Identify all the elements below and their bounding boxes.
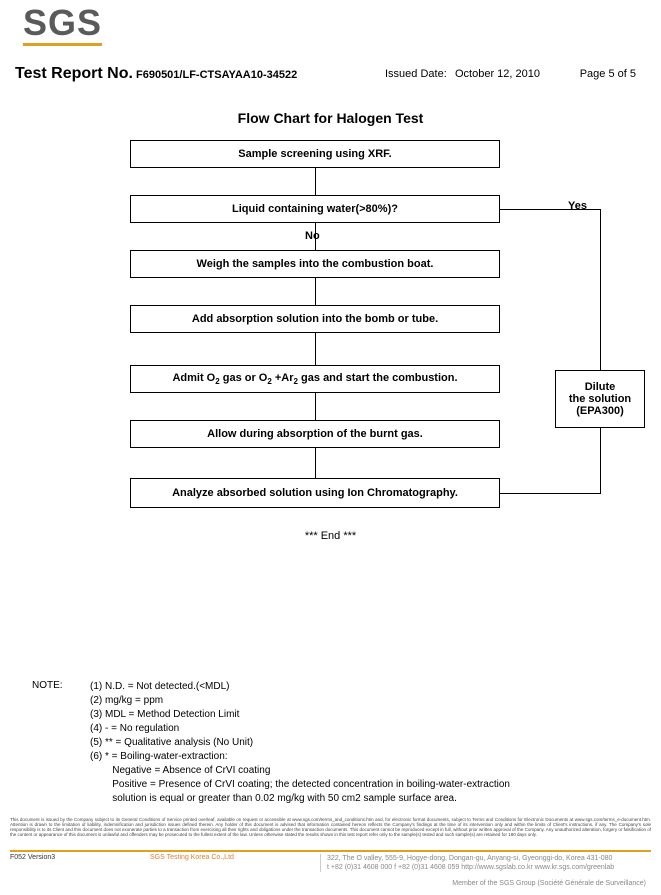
node-analyze: Analyze absorbed solution using Ion Chro… [130, 478, 500, 508]
note-line: (1) N.D. = Not detected.(<MDL) [90, 680, 641, 694]
connector-yes-v1 [600, 209, 601, 370]
notes-block: (1) N.D. = Not detected.(<MDL)(2) mg/kg … [32, 680, 641, 806]
note-line: (2) mg/kg = ppm [90, 694, 641, 708]
footer: F052 Version3 SGS Testing Korea Co.,Ltd … [10, 850, 651, 872]
connector-yes-v2 [600, 428, 601, 494]
footer-address: 322, The O valley, 555-9, Hogye-dong, Do… [320, 854, 651, 872]
node-admit-gas: Admit O2 gas or O2 +Ar2 gas and start th… [130, 365, 500, 393]
member-line: Member of the SGS Group (Société Général… [452, 880, 646, 887]
node-weigh: Weigh the samples into the combustion bo… [130, 250, 500, 278]
note-line: (6) * = Boiling-water-extraction: [90, 750, 641, 764]
note-line: (4) - = No regulation [90, 722, 641, 736]
label-no: No [305, 230, 320, 242]
note-line: (5) ** = Qualitative analysis (No Unit) [90, 736, 641, 750]
note-line: Positive = Presence of CrVI coating; the… [90, 778, 641, 792]
issued-date: October 12, 2010 [455, 68, 540, 80]
note-line: (3) MDL = Method Detection Limit [90, 708, 641, 722]
footer-version: F052 Version3 [10, 854, 150, 872]
report-label: Test Report No. [15, 65, 133, 82]
node-dilute: Dilute the solution (EPA300) [555, 370, 645, 428]
footer-company: SGS Testing Korea Co.,Ltd [150, 854, 320, 872]
report-no: F690501/LF-CTSAYAA10-34522 [133, 69, 297, 81]
end-marker: *** End *** [0, 530, 661, 542]
issued-label: Issued Date: [385, 68, 447, 80]
page-number: Page 5 of 5 [580, 68, 636, 80]
fineprint: This document is issued by the Company s… [10, 818, 651, 838]
flowchart: Sample screening using XRF. Liquid conta… [0, 140, 661, 520]
note-line: solution is equal or greater than 0.02 m… [90, 792, 641, 806]
chart-title: Flow Chart for Halogen Test [0, 110, 661, 126]
connector-yes-h2 [500, 493, 601, 494]
node-liquid-question: Liquid containing water(>80%)? [130, 195, 500, 223]
label-yes: Yes [568, 200, 587, 212]
node-allow-absorption: Allow during absorption of the burnt gas… [130, 420, 500, 448]
note-line: Negative = Absence of CrVI coating [90, 764, 641, 778]
connector-yes-h1 [500, 209, 600, 210]
node-absorption: Add absorption solution into the bomb or… [130, 305, 500, 333]
sgs-logo: SGS [23, 5, 102, 46]
node-sample-screening: Sample screening using XRF. [130, 140, 500, 168]
header: Test Report No. F690501/LF-CTSAYAA10-345… [15, 65, 646, 83]
